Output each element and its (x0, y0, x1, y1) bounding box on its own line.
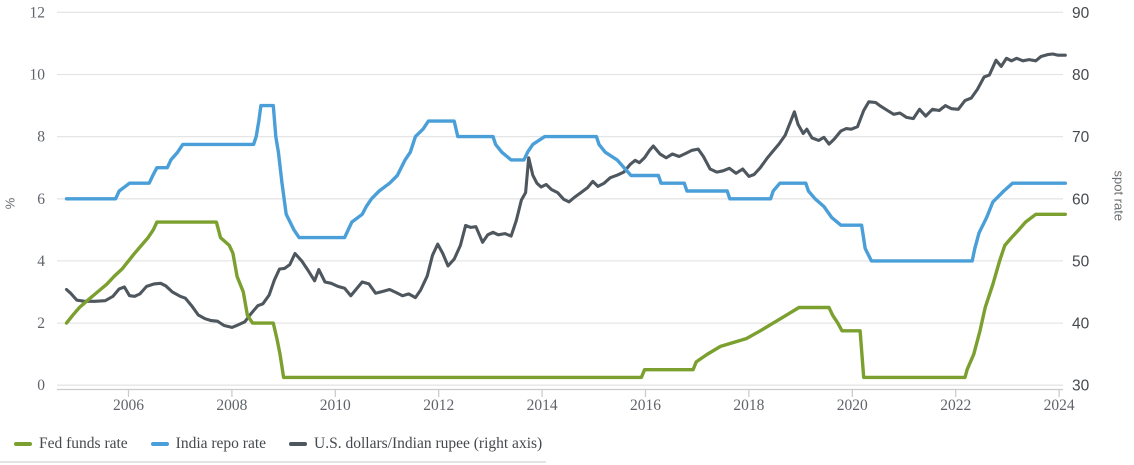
right-axis-unit-label: spot rate (1111, 170, 1127, 222)
x-axis-tick-label: 2010 (320, 397, 351, 414)
x-axis-tick-label: 2006 (113, 397, 144, 414)
left-axis-tick-label: 8 (37, 129, 45, 146)
left-axis-tick-label: 0 (37, 377, 45, 394)
left-axis-tick-label: 2 (37, 315, 45, 332)
right-axis-tick-label: 60 (1072, 191, 1090, 208)
chart-canvas: 0 2 4 6 8 10 12 30 40 50 60 70 80 90 2006 2008 2010 2012 2… (30, 4, 1090, 414)
x-axis-tick-label: 2022 (940, 397, 971, 414)
legend-label: Fed funds rate (39, 435, 128, 452)
india-repo-rate-line (64, 103, 1067, 263)
left-axis-tick-label: 6 (37, 191, 45, 208)
x-axis-tick-label: 2020 (837, 397, 868, 414)
fed-funds-line-swatch (14, 442, 32, 446)
right-axis-tick-label: 90 (1072, 5, 1090, 22)
x-axis-tick-label: 2012 (423, 397, 454, 414)
legend-item-fed-funds-rate: Fed funds rate (14, 435, 128, 453)
left-axis-tick-label: 12 (30, 4, 46, 21)
bottom-separator (0, 461, 546, 463)
right-axis-tick-label: 30 (1072, 378, 1090, 395)
x-axis-tick-label: 2024 (1044, 397, 1075, 414)
left-axis-tick-label: 4 (37, 253, 45, 270)
legend-item-india-repo-rate: India repo rate (150, 435, 267, 453)
x-axis-tick-label: 2008 (216, 397, 247, 414)
chart-legend: Fed funds rate India repo rate U.S. doll… (14, 435, 542, 453)
legend-label: India repo rate (175, 435, 267, 452)
x-axis-tick-label: 2018 (733, 397, 764, 414)
chart-svg: 0 2 4 6 8 10 12 30 40 50 60 70 80 90 2006 2008 2010 2012 2… (30, 4, 1090, 414)
left-axis-unit-label: % (2, 197, 18, 210)
fed-funds-rate-line (64, 212, 1067, 380)
x-axis-tick-label: 2016 (630, 397, 661, 414)
right-axis-tick-label: 50 (1072, 253, 1090, 270)
legend-item-usd-inr: U.S. dollars/Indian rupee (right axis) (289, 435, 542, 453)
legend-label: U.S. dollars/Indian rupee (right axis) (314, 435, 543, 452)
left-axis-tick-label: 10 (30, 67, 46, 84)
right-axis-tick-label: 80 (1072, 67, 1090, 84)
india-repo-line-swatch (150, 442, 169, 446)
right-axis-tick-label: 70 (1072, 129, 1090, 146)
right-axis-tick-label: 40 (1072, 316, 1090, 333)
x-axis-tick-label: 2014 (527, 397, 558, 414)
u-s-dollars-indian-rupee-right-axis-line (64, 52, 1067, 329)
usd-inr-line-swatch (289, 442, 308, 446)
